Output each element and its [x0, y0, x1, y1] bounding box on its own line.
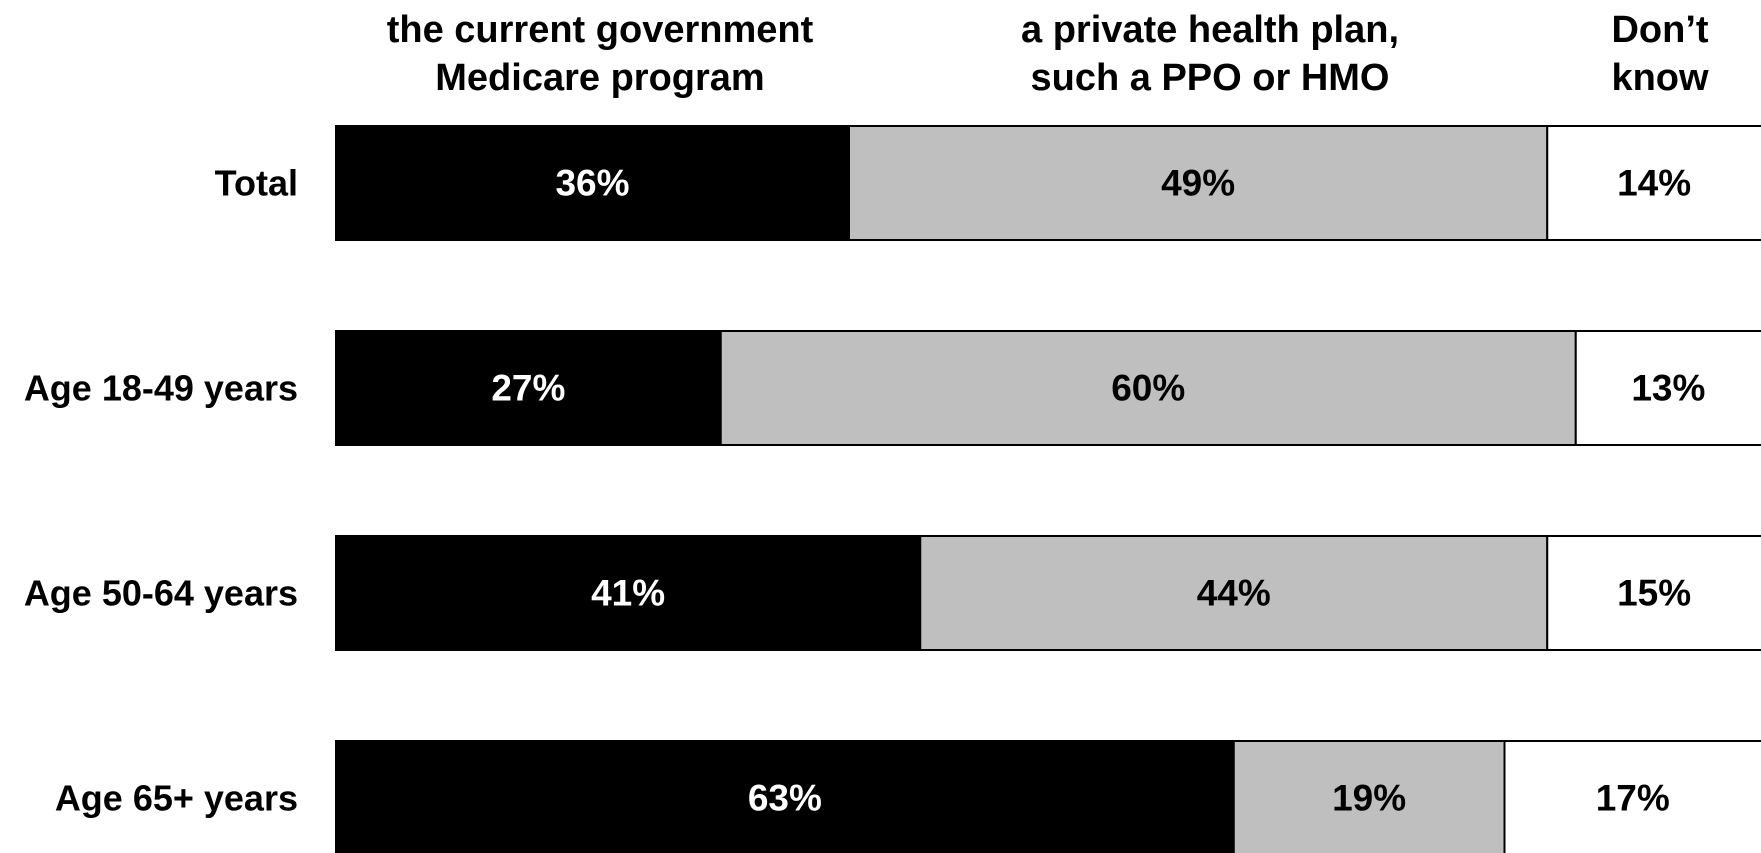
data-label-age-50-64-years-3: 15%	[1617, 573, 1691, 614]
bar-segment-age-50-64-years-2	[919, 535, 1549, 651]
category-label-age-65-years: Age 65+ years	[55, 778, 298, 819]
data-label-total-1: 36%	[555, 163, 629, 204]
data-label-total-2: 49%	[1161, 163, 1235, 204]
data-label-age-65-years-2: 19%	[1332, 778, 1406, 819]
series-header-private-plan: a private health plan, such a PPO or HMO	[1021, 9, 1399, 99]
bar-segment-age-65-years-3	[1503, 740, 1761, 853]
data-label-total-3: 14%	[1617, 163, 1691, 204]
data-label-age-50-64-years-1: 41%	[591, 573, 665, 614]
bar-segment-age-18-49-years-3	[1574, 330, 1761, 446]
bar-segment-age-18-49-years-1	[335, 330, 722, 446]
bar-segment-age-50-64-years-3	[1546, 535, 1761, 651]
category-label-total: Total	[215, 163, 298, 204]
category-label-age-50-64-years: Age 50-64 years	[24, 573, 298, 614]
bar-segment-age-65-years-1	[335, 740, 1235, 853]
data-label-age-65-years-3: 17%	[1596, 778, 1670, 819]
data-label-age-65-years-1: 63%	[748, 778, 822, 819]
data-label-age-18-49-years-3: 13%	[1631, 368, 1705, 409]
bar-segment-total-2	[848, 125, 1549, 241]
data-label-age-18-49-years-1: 27%	[491, 368, 565, 409]
data-label-age-18-49-years-2: 60%	[1111, 368, 1185, 409]
series-header-government-medicare: the current government Medicare program	[386, 9, 814, 99]
series-header-dont-know: Don’t know	[1611, 9, 1709, 99]
bar-segment-age-50-64-years-1	[335, 535, 922, 651]
bar-segment-total-3	[1546, 125, 1761, 241]
category-label-age-18-49-years: Age 18-49 years	[24, 368, 298, 409]
bar-segment-age-18-49-years-2	[719, 330, 1577, 446]
bar-segment-age-65-years-2	[1232, 740, 1506, 853]
data-label-age-50-64-years-2: 44%	[1197, 573, 1271, 614]
bar-segment-total-1	[335, 125, 850, 241]
